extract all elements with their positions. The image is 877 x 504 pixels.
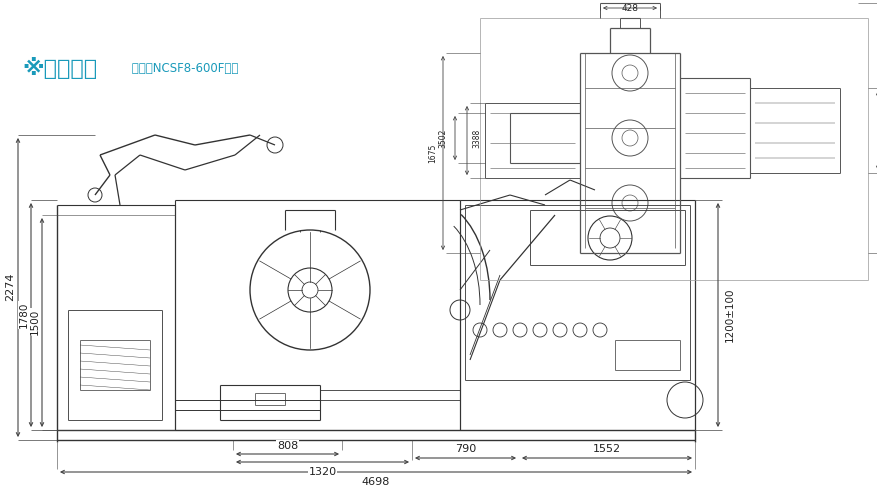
Text: 790: 790: [454, 444, 475, 454]
Text: 3502: 3502: [438, 129, 447, 148]
Text: 1675: 1675: [428, 143, 437, 163]
Text: 1780: 1780: [19, 302, 29, 328]
Text: 2274: 2274: [5, 273, 15, 301]
Text: 以常用NCSF8-600F展示: 以常用NCSF8-600F展示: [128, 61, 238, 75]
Text: 428: 428: [621, 4, 638, 13]
Text: 1500: 1500: [30, 309, 40, 335]
Text: ※外形尺寸: ※外形尺寸: [22, 57, 97, 79]
Text: 1320: 1320: [308, 467, 336, 477]
Text: 808: 808: [276, 441, 298, 451]
Text: 4698: 4698: [361, 477, 389, 487]
Text: 1200±100: 1200±100: [724, 288, 734, 342]
Text: 1552: 1552: [592, 444, 620, 454]
Text: 3388: 3388: [472, 129, 481, 148]
